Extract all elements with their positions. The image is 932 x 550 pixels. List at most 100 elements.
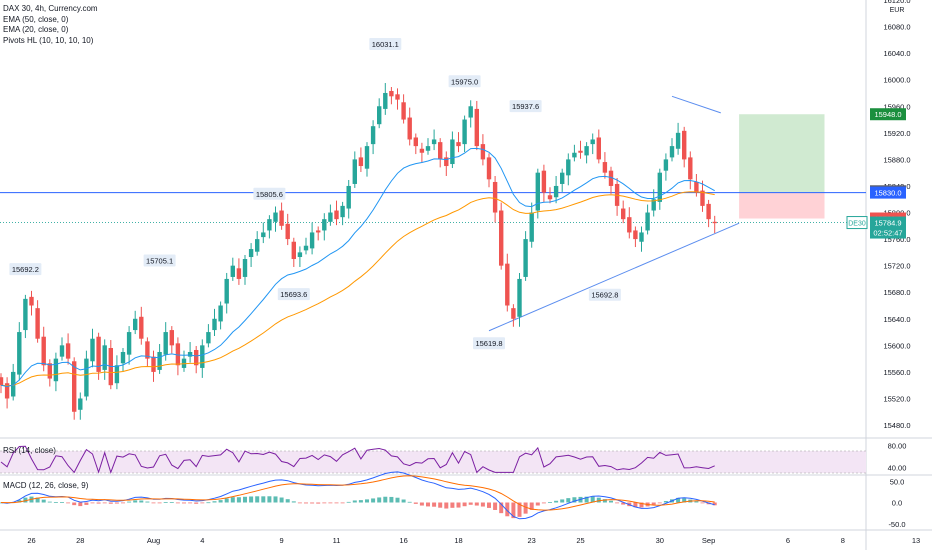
macd-tick-label: 0.0 <box>892 499 902 508</box>
candle-body <box>511 308 516 319</box>
ema20-legend[interactable]: EMA (20, close, 0) <box>3 25 69 34</box>
macd-histogram-bar <box>23 497 28 503</box>
macd-histogram-bar <box>121 502 125 504</box>
macd-histogram-bar <box>541 502 546 504</box>
macd-histogram-bar <box>224 498 229 503</box>
candle-body <box>712 221 717 224</box>
time-tick-label: 26 <box>27 536 35 545</box>
macd-histogram-bar <box>334 502 339 504</box>
macd-histogram-bar <box>596 497 601 503</box>
ema50-legend[interactable]: EMA (50, close, 0) <box>3 14 69 24</box>
macd-histogram-bar <box>566 498 571 503</box>
candle-body <box>413 137 418 147</box>
macd-histogram-bar <box>676 497 681 503</box>
rsi-tick-label: 40.00 <box>888 464 907 473</box>
macd-histogram-bar <box>114 502 119 504</box>
macd-histogram-bar <box>499 502 504 514</box>
candle-body <box>523 239 528 277</box>
candle-body <box>261 232 266 238</box>
descending-trendline <box>671 95 721 114</box>
macd-histogram-bar <box>285 499 290 503</box>
candle-body <box>303 245 309 251</box>
macd-histogram-bar <box>590 496 595 503</box>
macd-histogram-bar <box>700 502 705 504</box>
price-tag <box>870 108 906 121</box>
pivots-legend[interactable]: Pivots HL (10, 10, 10, 10) <box>3 35 94 45</box>
candle-body <box>352 159 357 184</box>
pivot-label: 15937.6 <box>512 102 539 111</box>
macd-histogram-bar <box>554 500 559 503</box>
candle-body <box>547 195 553 200</box>
price-tick-label: 15920.0 <box>883 129 910 138</box>
candle-body <box>340 205 345 218</box>
candle-body <box>669 146 675 158</box>
macd-histogram-bar <box>487 502 491 508</box>
countdown-tag <box>870 227 906 239</box>
macd-histogram-bar <box>182 502 186 504</box>
macd-histogram-bar <box>96 502 101 504</box>
macd-histogram-bar <box>41 499 46 503</box>
macd-histogram-bar <box>377 497 382 503</box>
pivot-label-box <box>277 288 310 301</box>
macd-histogram-bar <box>340 502 345 504</box>
pivot-label: 16031.1 <box>372 40 399 49</box>
macd-histogram-bar <box>255 496 260 503</box>
macd-histogram-bar <box>523 502 528 514</box>
candle-body <box>633 230 638 240</box>
macd-histogram-bar <box>273 496 278 503</box>
candle-body <box>102 345 107 370</box>
rsi-legend[interactable]: RSI (14, close) <box>3 446 56 455</box>
candle-body <box>84 358 89 397</box>
price-tag-label: 15784.9 <box>874 219 901 228</box>
candle-body <box>35 308 40 339</box>
macd-histogram-bar <box>206 502 211 504</box>
macd-histogram-bar <box>17 500 22 503</box>
macd-histogram-bar <box>468 502 473 505</box>
price-tick-label: 16040.0 <box>883 49 910 58</box>
rsi-tick-label: 80.00 <box>888 442 907 451</box>
candles <box>0 83 717 420</box>
candle-body <box>126 332 132 355</box>
candle-body <box>145 341 150 359</box>
pivot-label: 15975.0 <box>451 77 478 86</box>
price-tag-label: 15948.0 <box>874 110 901 119</box>
candle-body <box>157 351 162 370</box>
macd-histogram-bar <box>663 501 668 503</box>
pivot-label: 15693.6 <box>280 290 307 299</box>
symbol-title[interactable]: DAX 30, 4h, Currency.com <box>3 4 98 13</box>
macd-histogram-bar <box>450 502 455 508</box>
candle-body <box>236 268 242 279</box>
candle-body <box>224 278 229 304</box>
macd-histogram-bar <box>444 502 449 509</box>
stop-zone <box>739 192 825 219</box>
macd-histogram-bar <box>145 501 150 503</box>
candle-body <box>596 137 601 160</box>
macd-legend[interactable]: MACD (12, 26, close, 9) <box>3 481 89 490</box>
pivot-label-box <box>143 254 176 267</box>
candle-body <box>395 94 400 100</box>
macd-histogram-bar <box>212 501 217 503</box>
macd-histogram-bar <box>383 496 388 503</box>
macd-histogram-bar <box>78 502 83 507</box>
macd-histogram-bar <box>474 502 479 506</box>
macd-histogram-bar <box>291 501 296 503</box>
macd-histogram-bar <box>175 502 180 504</box>
candle-body <box>675 132 681 149</box>
time-tick-label: 11 <box>333 536 341 545</box>
macd-histogram-bar <box>584 496 589 503</box>
ema50-line <box>0 191 715 387</box>
macd-histogram-bar <box>456 502 461 508</box>
macd-histogram-bar <box>615 502 620 504</box>
macd-histogram-bar <box>328 502 333 504</box>
candle-body <box>590 139 595 145</box>
candle-body <box>175 343 181 366</box>
price-tick-label: 15600.0 <box>883 341 910 350</box>
macd-histogram-bar <box>157 502 162 504</box>
candle-body <box>23 298 28 331</box>
price-tag <box>870 216 906 229</box>
macd-histogram-bar <box>218 500 223 503</box>
candle-body <box>72 361 77 412</box>
macd-histogram-bar <box>535 502 540 506</box>
macd-histogram-bar <box>169 502 174 503</box>
